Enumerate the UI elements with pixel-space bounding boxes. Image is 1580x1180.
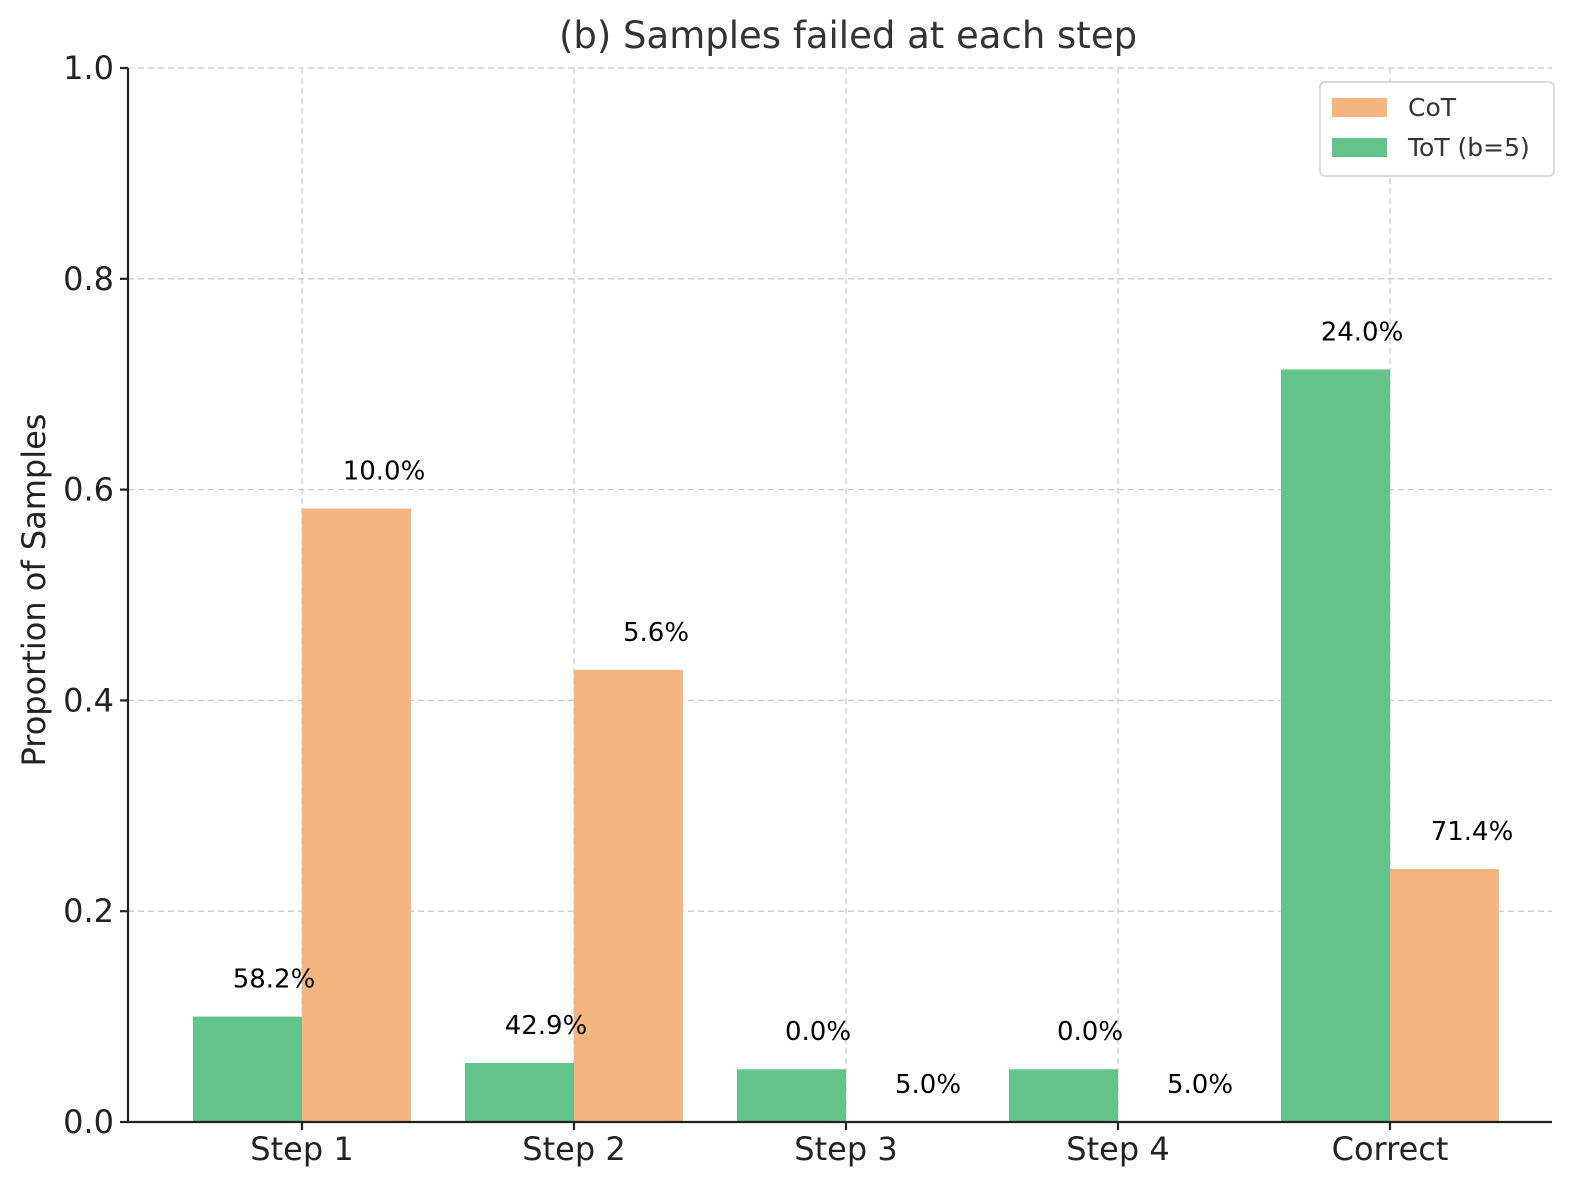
legend-swatch-cot xyxy=(1332,98,1387,117)
data-label-tot: 5.6% xyxy=(623,618,689,648)
data-label-tot: 71.4% xyxy=(1431,817,1514,847)
bars xyxy=(193,369,1499,1123)
data-label-cot: 42.9% xyxy=(505,1011,588,1041)
data-labels: 58.2% 42.9% 0.0% 0.0% 24.0% 10.0% 5.6% 5.0% 5.0%… xyxy=(233,317,1514,1100)
data-label-tot: 5.0% xyxy=(895,1070,961,1100)
legend-swatch-tot xyxy=(1332,138,1387,157)
data-label-cot: 58.2% xyxy=(233,965,316,995)
bar-tot-2 xyxy=(465,1062,574,1122)
y-tick-label: 0.2 xyxy=(63,892,114,930)
legend: CoT ToT (b=5) xyxy=(1319,81,1555,177)
data-label-cot: 0.0% xyxy=(1057,1017,1123,1047)
bar-cot-2 xyxy=(574,669,683,1122)
y-axis-label: Proportion of Samples xyxy=(15,414,53,767)
x-tick-label: Step 2 xyxy=(522,1130,625,1168)
data-label-tot: 10.0% xyxy=(343,456,426,486)
x-tick-label: Correct xyxy=(1332,1130,1449,1168)
bar-tot-5 xyxy=(1281,369,1390,1123)
axes: 0.0 0.2 0.4 0.6 0.8 1.0 Step 1 Step 2 Step 3 Step… xyxy=(63,49,1552,1168)
y-tick-label: 0.8 xyxy=(63,260,114,298)
y-tick-label: 1.0 xyxy=(63,49,114,87)
data-label-cot: 24.0% xyxy=(1321,317,1404,347)
data-label-tot: 5.0% xyxy=(1167,1070,1233,1100)
data-label-cot: 0.0% xyxy=(785,1017,851,1047)
legend-label-tot: ToT (b=5) xyxy=(1407,133,1530,162)
y-tick-label: 0.0 xyxy=(63,1103,114,1141)
x-tick-label: Step 4 xyxy=(1066,1130,1169,1168)
bar-cot-5 xyxy=(1390,869,1499,1122)
x-tick-label: Step 3 xyxy=(794,1130,897,1168)
chart-title: (b) Samples failed at each step xyxy=(559,14,1137,57)
y-tick-label: 0.6 xyxy=(63,471,114,509)
bar-tot-1 xyxy=(193,1016,302,1122)
x-tick-label: Step 1 xyxy=(250,1130,353,1168)
bar-cot-1 xyxy=(302,508,411,1122)
bar-tot-3 xyxy=(737,1069,846,1122)
bar-tot-4 xyxy=(1009,1069,1118,1122)
legend-label-cot: CoT xyxy=(1408,93,1457,122)
y-tick-label: 0.4 xyxy=(63,681,114,719)
